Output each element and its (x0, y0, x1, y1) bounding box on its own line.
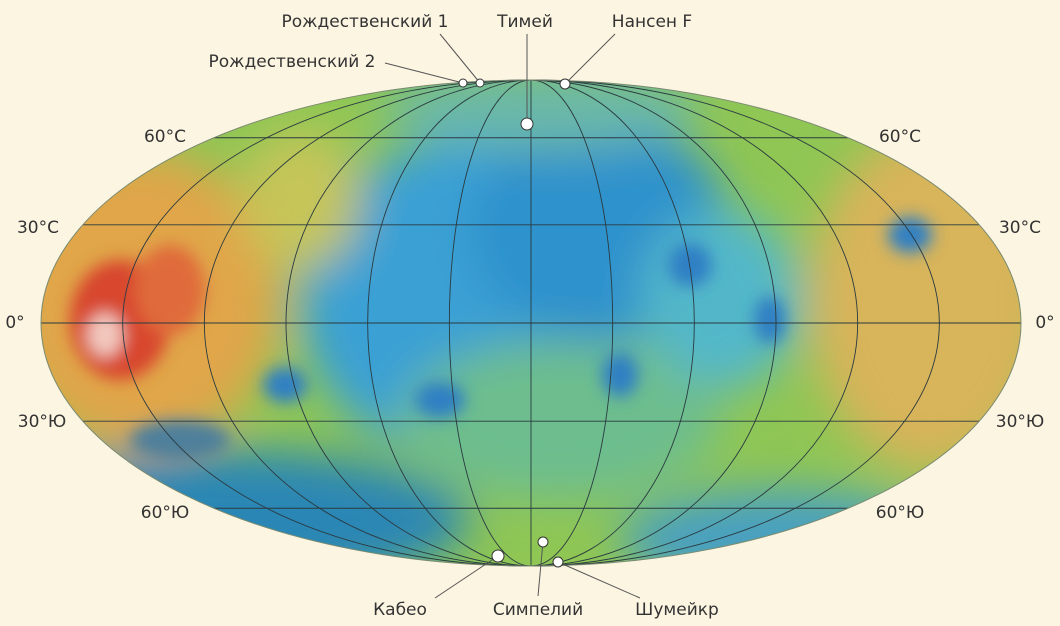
leader-line (439, 33, 481, 84)
latitude-label: 60°Ю (876, 503, 925, 523)
latitude-label: 30°С (999, 218, 1041, 238)
latitude-label: 60°С (879, 127, 921, 147)
leader-line (384, 62, 464, 84)
site-label: Рождественский 1 (282, 12, 449, 32)
leader-line (564, 33, 616, 85)
site-marker (537, 536, 549, 548)
site-label: Кабео (373, 600, 427, 620)
map-outline (40, 79, 1022, 567)
site-marker (552, 556, 564, 568)
site-label: Симпелий (493, 600, 583, 620)
latitude-label: 30°С (17, 218, 59, 238)
latitude-label: 60°С (144, 127, 186, 147)
site-label: Нансен F (612, 12, 692, 32)
site-marker (475, 78, 485, 88)
annotations: 60°С 60°С 30°С 30°С 0° 0° 30°Ю 30°Ю 60°Ю 60°Ю Рожд… (5, 12, 1054, 620)
site-marker (520, 117, 534, 131)
site-marker (559, 78, 571, 90)
site-label: Рождественский 2 (209, 52, 376, 72)
leader-line (537, 541, 544, 597)
latitude-label: 30°Ю (996, 412, 1045, 432)
leader-line (557, 561, 641, 599)
site-label: Тимей (496, 12, 553, 32)
site-marker (491, 549, 505, 563)
latitude-label: 30°Ю (18, 412, 67, 432)
latitude-label: 0° (5, 313, 24, 333)
site-marker (458, 78, 468, 88)
latitude-label: 60°Ю (141, 503, 190, 523)
site-label: Шумейкр (635, 600, 719, 620)
leader-line (434, 555, 499, 599)
latitude-label: 0° (1035, 313, 1054, 333)
